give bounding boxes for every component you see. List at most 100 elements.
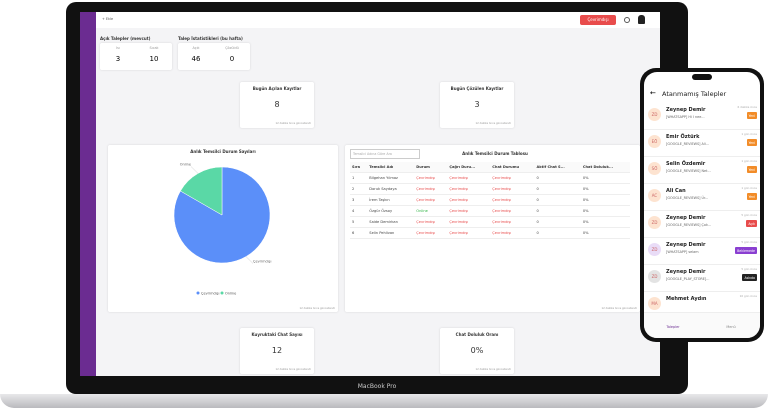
request-item[interactable]: EÖ Emir Öztürk [GOOGLE_REVIEWS] Ali... 1 gü…: [644, 129, 760, 157]
item-text: [WHATSAPP] Hi I nee...: [666, 115, 705, 119]
status-badge: Açık: [746, 220, 757, 227]
search-box[interactable]: Temsilci Adına Göre Ara: [350, 149, 420, 159]
phone: ← Atanmamış Talepler ZD Zeynep Demir [WHAT…: [640, 68, 764, 342]
table-cell: 0: [534, 227, 581, 239]
card-title: Talep İstatistikleri (bu hafta): [178, 36, 243, 41]
pie-title: Anlık Temsilci Durum Sayıları: [190, 149, 256, 154]
table-row: 1 Bilgehan Yılmaz Çevrimdışı Çevrimdışı Çevr…: [350, 172, 630, 184]
notch: [692, 74, 712, 80]
table-cell: 3: [350, 194, 368, 206]
table-cell: Çevrimdışı: [414, 194, 448, 206]
stat-label: Açık: [192, 46, 200, 50]
item-time: 1 gün önce: [741, 186, 757, 190]
avatar: ZD: [648, 243, 661, 256]
table-cell: Doruk Saydaya: [367, 183, 415, 195]
avatar: ZD: [648, 216, 661, 229]
phone-screen: ← Atanmamış Talepler ZD Zeynep Demir [WHAT…: [644, 72, 760, 338]
header-row: Sıra Temsilci Adı Durum Çağrı Duru... Chat D…: [350, 162, 630, 173]
status-badge: Yeni: [746, 112, 757, 119]
kpi-card: Bugün Açılan Kayıtlar 8 12 dakika önce gün…: [240, 82, 314, 128]
table-cell: Çevrimdışı: [414, 183, 448, 195]
stat-value: 0: [229, 55, 235, 63]
table-row: 5 Saide Demirkan Çevrimdışı Çevrimdışı Çevri…: [350, 216, 630, 228]
status-badge: Yeni: [746, 166, 757, 173]
request-item[interactable]: AC Ali Can [GOOGLE_REVIEWS] Ür... 1 gün önc…: [644, 183, 760, 211]
table-row: 2 Doruk Saydaya Çevrimdışı Çevrimdışı Çevrim…: [350, 183, 630, 195]
data-table: Sıra Temsilci Adı Durum Çağrı Duru... Chat D…: [350, 162, 630, 239]
updated-note: 12 dakika önce güncellendi: [601, 307, 637, 310]
table-cell: 1: [350, 172, 368, 184]
sidebar: [80, 12, 96, 376]
table-cell: Çevrimdışı: [490, 194, 535, 206]
user-icon[interactable]: [638, 15, 645, 24]
table-cell: Çevrimdışı: [490, 205, 535, 217]
legend-label: Çevrimdışı: [201, 291, 220, 295]
table-title: Anlık Temsilci Durum Tablosu: [462, 151, 528, 156]
request-item[interactable]: ZD Zeynep Demir [WHATSAPP] selam 5 gün önce…: [644, 237, 760, 265]
table-cell: Saide Demirkan: [367, 216, 415, 228]
table-cell: Çevrimdışı: [490, 172, 535, 184]
request-item[interactable]: SÖ Selin Özdemir [GOOGLE_REVIEWS] Net... 1 …: [644, 156, 760, 184]
laptop-label: MacBook Pro: [357, 383, 397, 390]
table-cell: 6: [350, 227, 368, 239]
column-header: Durum: [414, 162, 448, 173]
request-item[interactable]: ZD Zeynep Demir [WHATSAPP] Hi I nee... 6 da…: [644, 102, 760, 130]
item-text: [GOOGLE_REVIEWS] Çok...: [666, 223, 712, 227]
table-cell: 0: [534, 205, 581, 217]
item-text: [GOOGLE_REVIEWS] Ali...: [666, 142, 709, 146]
updated-note: 12 dakika önce güncellendi: [275, 122, 311, 125]
table-cell: Çevrimdışı: [414, 216, 448, 228]
table-cell: 0: [534, 183, 581, 195]
screen: + Ekle Çevrimdışı Açık Talepler (mevcut)…: [80, 12, 660, 376]
request-item[interactable]: ZD Zeynep Demir [GOOGLE_REVIEWS] Çok... 5 g…: [644, 210, 760, 238]
item-time: 1 gün önce: [741, 159, 757, 163]
status-button[interactable]: Çevrimdışı: [580, 15, 616, 25]
item-time: 5 gün önce: [741, 240, 757, 244]
avatar: ZD: [648, 270, 661, 283]
table-cell: 0%: [580, 205, 630, 217]
stat-label: Çözüldü: [225, 46, 239, 50]
legend-swatch: [196, 291, 200, 295]
updated-note: 12 dakika önce güncellendi: [299, 307, 335, 310]
avatar: EÖ: [648, 135, 661, 148]
table-cell: 0%: [580, 216, 630, 228]
table-cell: Çevrimdışı: [490, 216, 535, 228]
table-cell: Çevrimdışı: [414, 172, 448, 184]
nav-item[interactable]: Menü: [726, 325, 736, 329]
add-button[interactable]: + Ekle: [102, 17, 114, 21]
table-cell: 5: [350, 216, 368, 228]
table-row: 3 İrem Taşkın Çevrimdışı Çevrimdışı Çevrimdı…: [350, 194, 630, 206]
item-name: Mehmet Aydın: [666, 296, 707, 302]
pie-leader: [190, 166, 199, 174]
item-time: 6 dakika önce: [737, 105, 757, 109]
search-icon[interactable]: [624, 17, 630, 23]
back-arrow[interactable]: ←: [650, 89, 656, 97]
kpi-title: Kuyruktaki Chat Sayısı: [251, 332, 303, 337]
pie-leader: [245, 256, 254, 264]
column-header: Çağrı Duru...: [447, 162, 491, 173]
stat-value: 46: [191, 55, 201, 63]
column-header: Chat Doluluk...: [580, 162, 630, 173]
table-cell: Çevrimdışı: [447, 227, 491, 239]
kpi-title: Bugün Çözülen Kayıtlar: [450, 86, 504, 91]
legend-swatch: [220, 291, 224, 295]
item-time: 5 gün önce: [741, 213, 757, 217]
table-cell: 0: [534, 216, 581, 228]
nav-item[interactable]: Talepler: [666, 325, 680, 329]
table-cell: Online: [414, 205, 448, 217]
updated-note: 12 dakika önce güncellendi: [475, 368, 511, 371]
laptop-base: [0, 394, 768, 408]
status-badge: Yeni: [746, 193, 757, 200]
kpi-card: Bugün Çözülen Kayıtlar 3 12 dakika önce gü…: [440, 82, 514, 128]
column-header: Temsilci Adı: [367, 162, 415, 173]
avatar: ZD: [648, 108, 661, 121]
avatar: SÖ: [648, 162, 661, 175]
table-cell: Çevrimdışı: [490, 183, 535, 195]
table-cell: 2: [350, 183, 368, 195]
pie-label: Online: [180, 163, 191, 167]
item-text: [GOOGLE_PLAY_STORE]...: [666, 277, 710, 281]
kpi-title: Bugün Açılan Kayıtlar: [252, 86, 302, 91]
stat-value: 3: [115, 55, 121, 63]
request-item[interactable]: ZD Zeynep Demir [GOOGLE_PLAY_STORE]... 5 gü…: [644, 264, 760, 292]
